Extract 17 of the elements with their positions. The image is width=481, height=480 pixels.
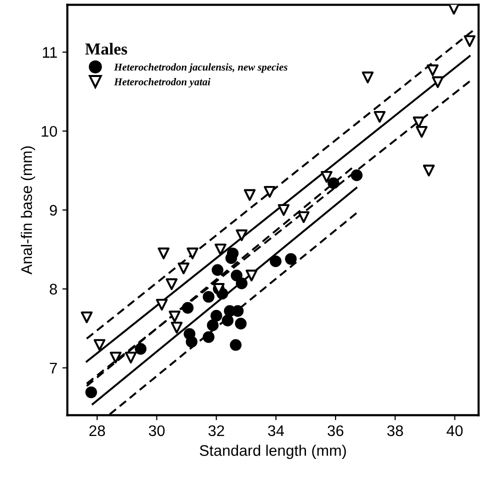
- x-tick-label: 28: [89, 425, 105, 436]
- y-tick-label: 9: [50, 204, 57, 216]
- y-tick-label: 8: [50, 284, 57, 295]
- y-tick-label: 7: [50, 362, 57, 374]
- y-tick-label: 11: [42, 47, 57, 58]
- legend-label: Heterochetrodon jaculensis, new species: [114, 63, 288, 73]
- x-tick-label: 40: [446, 425, 463, 436]
- x-tick-label: 30: [148, 425, 165, 436]
- legend-label: Heterochetrodon yatai: [114, 78, 210, 88]
- y-tick-label: 10: [42, 126, 58, 137]
- x-tick-label: 32: [208, 425, 224, 436]
- x-tick-label: 34: [268, 425, 284, 436]
- x-tick-label: 38: [387, 425, 403, 436]
- x-axis-title: Standard length (mm): [200, 444, 346, 459]
- x-tick-label: 36: [328, 425, 344, 436]
- legend-title: Males: [85, 42, 128, 55]
- y-axis-title: Anal-fin base (mm): [20, 146, 36, 274]
